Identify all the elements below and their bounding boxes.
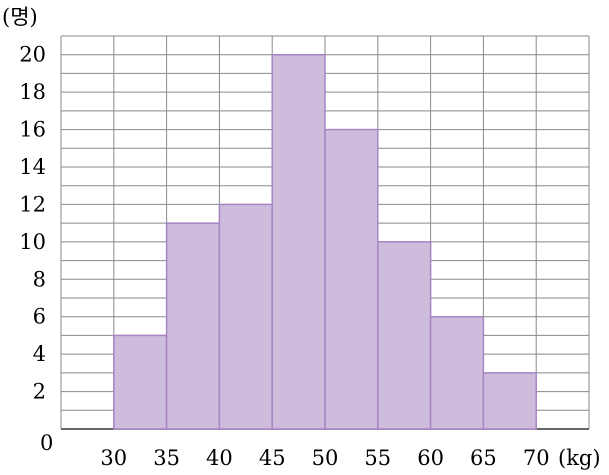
- y-tick-label: 14: [19, 155, 46, 179]
- x-tick-label: 30: [100, 446, 127, 470]
- histogram-bar: [165, 222, 221, 430]
- y-tick-label: 8: [33, 267, 46, 291]
- bars: [113, 53, 537, 430]
- y-tick-label: 12: [19, 192, 46, 216]
- y-tick-label: 18: [19, 80, 46, 104]
- x-tick-label: 70: [523, 446, 550, 470]
- x-tick-label: 55: [364, 446, 391, 470]
- y-tick-label: 2: [33, 380, 46, 404]
- x-axis-label: (kg): [558, 446, 601, 470]
- y-axis-label: (명): [2, 5, 38, 29]
- histogram-bar: [113, 334, 168, 430]
- x-tick-label: 35: [153, 446, 180, 470]
- histogram-bar: [271, 53, 326, 430]
- x-tick-label: 40: [206, 446, 233, 470]
- x-tick-label: 45: [259, 446, 286, 470]
- y-tick-label: 4: [33, 342, 46, 366]
- y-tick-label: 16: [19, 118, 46, 142]
- y-tick-label: 6: [33, 305, 46, 329]
- histogram-bar: [429, 315, 485, 430]
- origin-label: 0: [40, 431, 53, 455]
- y-tick-label: 20: [19, 43, 46, 67]
- x-tick-label: 60: [417, 446, 444, 470]
- histogram-bar: [324, 128, 379, 430]
- y-tick-label: 10: [19, 230, 46, 254]
- x-tick-label: 50: [312, 446, 339, 470]
- histogram-bar: [482, 372, 537, 430]
- histogram-bar: [218, 203, 273, 430]
- x-tick-label: 65: [470, 446, 497, 470]
- axis-labels: (명) (kg) 0 2 4 6 8 10 12 14 16 18 20 30 35 40 45 50 55 6…: [2, 5, 601, 470]
- histogram-bar: [377, 241, 432, 430]
